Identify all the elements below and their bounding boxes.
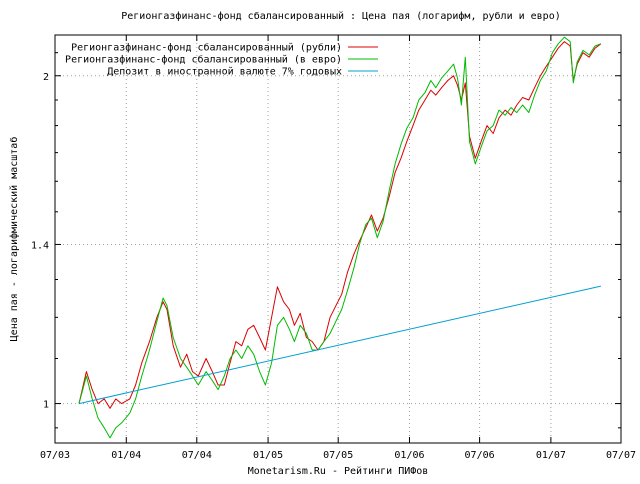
legend-entry-deposit-label: Депозит в иностранной валюте 7% годовых bbox=[107, 66, 342, 78]
x-tick-label: 07/05 bbox=[323, 450, 353, 461]
x-tick-label: 07/03 bbox=[40, 450, 70, 461]
chart-title: Регионгазфинанс-фонд сбалансированный : … bbox=[121, 10, 561, 22]
x-tick-label: 01/05 bbox=[253, 450, 283, 461]
x-tick-label: 01/06 bbox=[394, 450, 424, 461]
legend: Регионгазфинанс-фонд сбалансированный (р… bbox=[65, 42, 378, 78]
legend-entry-eur-label: Регионгазфинанс-фонд сбалансированный (в… bbox=[65, 54, 342, 66]
x-tick-label: 07/07 bbox=[606, 450, 636, 461]
y-tick-label: 1 bbox=[43, 400, 49, 411]
rub-series-line bbox=[78, 41, 602, 409]
x-tick-label: 07/06 bbox=[465, 450, 495, 461]
legend-entry-rub-label: Регионгазфинанс-фонд сбалансированный (р… bbox=[71, 42, 342, 54]
y-axis-label: Цена пая - логарифмический масштаб bbox=[8, 137, 20, 342]
deposit-series-line bbox=[78, 285, 602, 405]
x-axis-label: Monetarism.Ru - Рейтинги ПИФов bbox=[248, 465, 429, 477]
y-tick-label: 1.4 bbox=[31, 240, 49, 251]
y-tick-label: 2 bbox=[43, 72, 49, 83]
eur-series-line bbox=[78, 36, 602, 439]
series-group bbox=[78, 36, 602, 439]
x-tick-label: 01/07 bbox=[536, 450, 566, 461]
x-tick-label: 07/04 bbox=[182, 450, 212, 461]
grid bbox=[55, 35, 621, 443]
x-tick-label: 01/04 bbox=[111, 450, 141, 461]
axis-ticks: 07/03 01/04 07/04 01/05 07/05 01/06 07/06 01/07… bbox=[31, 35, 636, 461]
